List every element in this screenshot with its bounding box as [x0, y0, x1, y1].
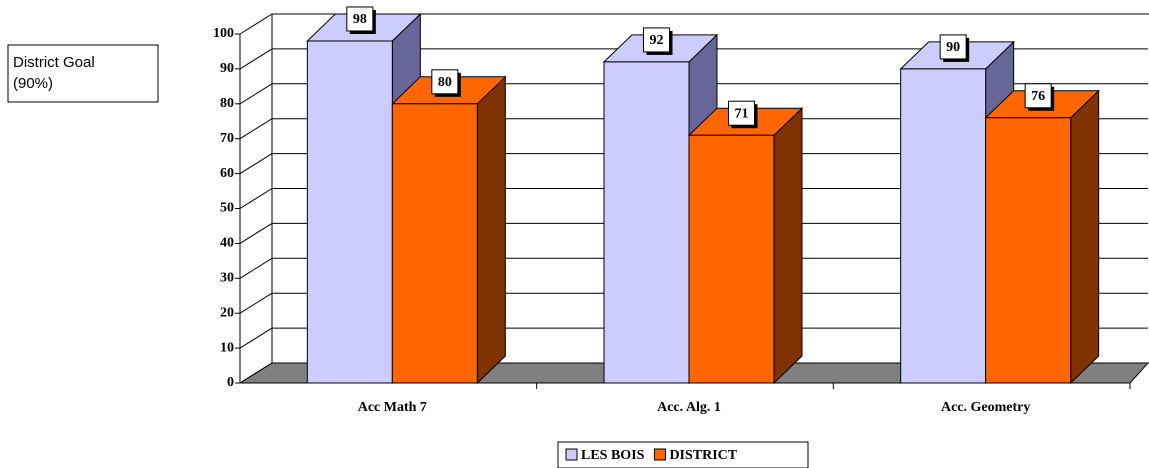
annotation: (90%): [13, 75, 53, 92]
legend: [557, 441, 809, 468]
bar: [900, 68, 987, 384]
legend-label: DISTRICT: [669, 448, 737, 463]
x-tick-label: Acc. Alg. 1: [657, 400, 721, 415]
bar-side: [476, 75, 506, 385]
annotation: District Goal: [13, 54, 95, 71]
grid-line: [239, 327, 273, 349]
bar: [306, 40, 393, 384]
grid-line: [239, 13, 273, 35]
legend-swatch: [653, 448, 666, 461]
data-label: 98: [353, 12, 367, 27]
bar: [603, 61, 690, 384]
grid-line: [239, 188, 273, 209]
label-box: [1024, 83, 1052, 109]
y-tick-label: 0: [227, 375, 234, 390]
y-tick-label: 20: [220, 305, 234, 320]
label-box: [643, 27, 670, 53]
bar-side: [1070, 89, 1100, 385]
data-label: 92: [650, 33, 664, 48]
bar: [391, 103, 478, 384]
grid-line: [239, 292, 273, 314]
bar: [985, 117, 1072, 384]
y-tick-label: 90: [220, 61, 234, 76]
data-label: 71: [735, 106, 749, 121]
y-tick-label: 70: [220, 131, 234, 146]
y-tick-label: 100: [213, 26, 234, 41]
x-tick-label: Acc Math 7: [358, 400, 427, 415]
bar: [688, 134, 775, 384]
grid-line: [239, 83, 273, 105]
legend-label: LES BOIS: [581, 448, 645, 463]
grid-line: [239, 118, 273, 140]
x-tick-label: Acc. Geometry: [941, 400, 1030, 415]
y-tick-label: 10: [220, 340, 234, 355]
y-tick-label: 30: [220, 271, 234, 286]
grid-line: [239, 222, 273, 244]
data-label: 76: [1031, 89, 1045, 104]
label-box: [939, 34, 967, 60]
label-box: [346, 6, 374, 32]
bar-side: [773, 107, 803, 385]
y-tick-label: 60: [220, 166, 234, 181]
legend-swatch: [565, 448, 578, 461]
grid-line: [239, 257, 273, 279]
data-label: 80: [438, 75, 452, 90]
grid-line: [239, 153, 273, 175]
y-tick-label: 50: [220, 201, 234, 216]
goal-box: [7, 44, 159, 103]
grid-line: [239, 48, 273, 70]
y-tick-label: 80: [220, 96, 234, 111]
label-box: [431, 69, 459, 95]
label-box: [728, 100, 755, 126]
data-label: 90: [946, 40, 960, 55]
y-tick-label: 40: [220, 236, 234, 251]
